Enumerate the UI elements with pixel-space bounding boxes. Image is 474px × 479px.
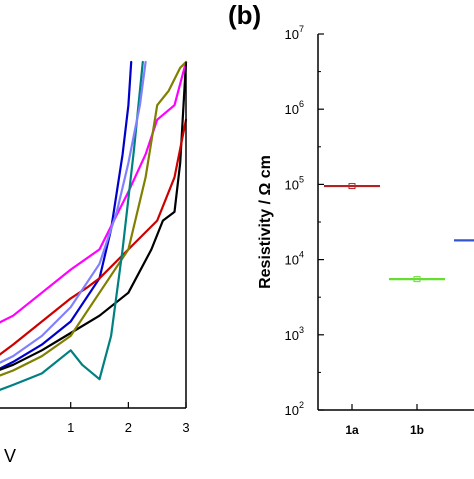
panel-a-curves [0, 60, 188, 392]
panel-b-y-tick-label: 102 [285, 400, 304, 418]
panel-b-categories: 1a 1b [345, 404, 424, 437]
panel-a-x-tick-label: 1 [67, 420, 74, 435]
panel-b-y-tick-label: 107 [285, 24, 304, 42]
panel-a-x-tick-label: 3 [182, 420, 189, 435]
panel-a-series-5 [0, 60, 188, 377]
panel-b-x-tick-label: 1b [410, 423, 424, 437]
panel-a-series-6 [0, 60, 144, 392]
panel-a-x-axis-title: V [4, 446, 16, 466]
panel-b-y-axis-title: Resistivity / Ω cm [257, 155, 274, 289]
panel-a-series-7 [0, 60, 147, 364]
panel-a-series-2 [0, 60, 188, 371]
panel-b-data-points [324, 183, 474, 283]
panel-a-x-tick-label: 2 [125, 420, 132, 435]
panel-b-resistivity-chart: (b) 102 103 104 105 106 107 1a 1b Resistivity … [228, 0, 474, 437]
panel-b-label: (b) [228, 0, 261, 30]
panel-b-y-ticks: 102 103 104 105 106 107 [285, 24, 324, 418]
panel-a-x-ticks: 1 2 3 [67, 402, 190, 435]
panel-b-x-tick-label: 1a [345, 423, 359, 437]
panel-b-y-tick-label: 104 [285, 250, 304, 268]
panel-a-line-chart: 1 2 3 V [0, 60, 190, 466]
panel-b-value-marker [348, 183, 356, 190]
panel-b-y-tick-label: 105 [285, 174, 304, 192]
panel-b-y-tick-label: 103 [285, 325, 304, 343]
panel-b-y-tick-label: 106 [285, 99, 304, 117]
panel-b-value-marker [413, 276, 421, 283]
panel-a-series-3 [0, 118, 188, 356]
